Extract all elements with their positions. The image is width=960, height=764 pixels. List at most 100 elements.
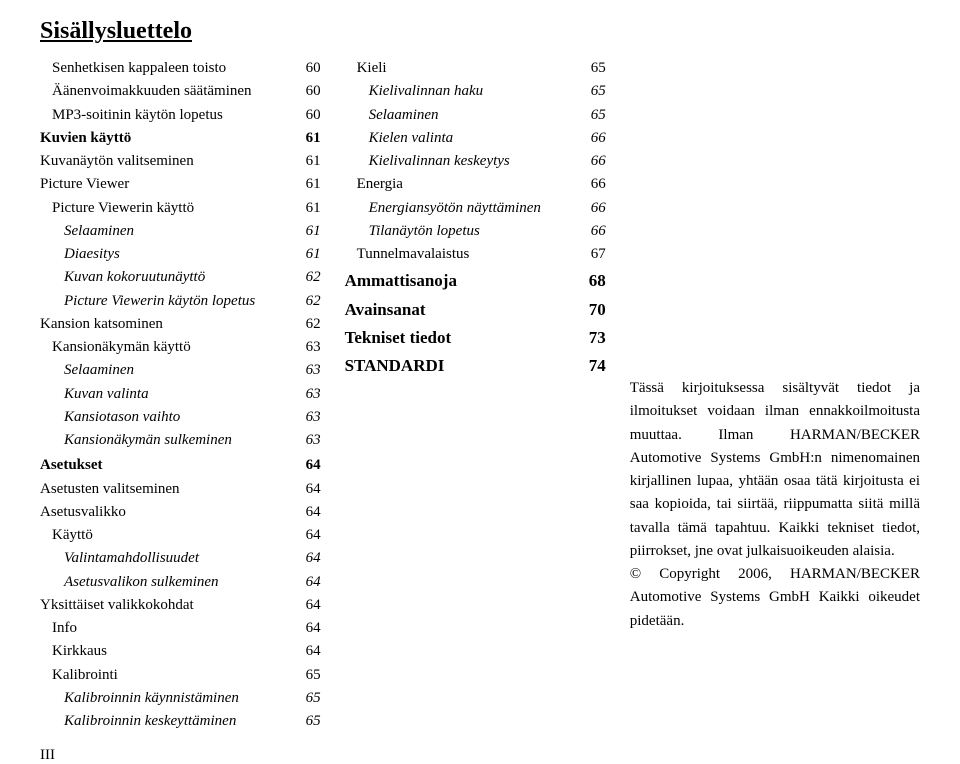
toc-page: 64: [293, 571, 321, 594]
toc-label: Kansion katsominen: [40, 313, 293, 336]
toc-page: 61: [293, 197, 321, 220]
toc-row: Kieli65: [345, 57, 606, 80]
toc-page: 64: [293, 524, 321, 547]
note-paragraph-1: Tässä kirjoituksessa sisältyvät tiedot j…: [630, 377, 920, 563]
toc-row: Kansion katsominen62: [40, 313, 321, 336]
toc-label: Kansionäkymän sulkeminen: [64, 429, 293, 452]
toc-label: Info: [52, 617, 293, 640]
toc-page: 68: [578, 268, 606, 294]
toc-label: Diaesitys: [64, 243, 293, 266]
toc-label: Tekniset tiedot: [345, 325, 578, 351]
toc-row: Kuvien käyttö61: [40, 127, 321, 150]
toc-page: 73: [578, 325, 606, 351]
toc-row: Info64: [40, 617, 321, 640]
toc-label: Selaaminen: [64, 220, 293, 243]
toc-label: Kirkkaus: [52, 640, 293, 663]
toc-page: 61: [293, 173, 321, 196]
toc-page: 66: [578, 220, 606, 243]
toc-col-right: Tässä kirjoituksessa sisältyvät tiedot j…: [630, 57, 920, 733]
toc-page: 66: [578, 127, 606, 150]
toc-page: 65: [578, 57, 606, 80]
toc-page: 61: [293, 220, 321, 243]
toc-row: Kielivalinnan keskeytys66: [345, 150, 606, 173]
toc-row: STANDARDI74: [345, 353, 606, 379]
toc-row: Valintamahdollisuudet64: [40, 547, 321, 570]
toc-page: 70: [578, 297, 606, 323]
toc-col-left: Senhetkisen kappaleen toisto60Äänenvoima…: [40, 57, 321, 733]
toc-row: Kalibroinnin käynnistäminen65: [40, 687, 321, 710]
toc-row: Selaaminen61: [40, 220, 321, 243]
page-number: III: [40, 747, 920, 764]
toc-row: Ammattisanoja68: [345, 268, 606, 294]
toc-label: Picture Viewerin käytön lopetus: [64, 290, 293, 313]
toc-label: Kuvanäytön valitseminen: [40, 150, 293, 173]
toc-page: 64: [293, 594, 321, 617]
toc-row: Kuvanäytön valitseminen61: [40, 150, 321, 173]
toc-page: 60: [293, 57, 321, 80]
toc-row: Energiansyötön näyttäminen66: [345, 197, 606, 220]
toc-label: Kielivalinnan keskeytys: [369, 150, 578, 173]
toc-label: STANDARDI: [345, 353, 578, 379]
toc-label: Senhetkisen kappaleen toisto: [52, 57, 293, 80]
toc-page: 60: [293, 80, 321, 103]
toc-row: Kansionäkymän käyttö63: [40, 336, 321, 359]
toc-page: 60: [293, 104, 321, 127]
toc-label: Kansiotason vaihto: [64, 406, 293, 429]
toc-row: Diaesitys61: [40, 243, 321, 266]
toc-page: 64: [293, 454, 321, 477]
toc-page: 64: [293, 501, 321, 524]
toc-row: Kirkkaus64: [40, 640, 321, 663]
toc-row: Avainsanat70: [345, 297, 606, 323]
toc-row: Asetusvalikko64: [40, 501, 321, 524]
toc-page: 62: [293, 313, 321, 336]
toc-page: 74: [578, 353, 606, 379]
toc-page: 63: [293, 359, 321, 382]
toc-label: Picture Viewer: [40, 173, 293, 196]
toc-row: Tekniset tiedot73: [345, 325, 606, 351]
toc-row: Picture Viewer61: [40, 173, 321, 196]
toc-page: 65: [578, 80, 606, 103]
toc-page: 61: [293, 150, 321, 173]
toc-row: Energia66: [345, 173, 606, 196]
toc-row: Kuvan kokoruutunäyttö62: [40, 266, 321, 289]
page-title: Sisällysluettelo: [40, 18, 920, 45]
toc-page: 62: [293, 266, 321, 289]
toc-label: Asetusvalikko: [40, 501, 293, 524]
toc-label: Valintamahdollisuudet: [64, 547, 293, 570]
toc-page: 63: [293, 336, 321, 359]
toc-row: Picture Viewerin käytön lopetus62: [40, 290, 321, 313]
toc-label: Selaaminen: [64, 359, 293, 382]
toc-row: Yksittäiset valikkokohdat64: [40, 594, 321, 617]
toc-label: Kuvien käyttö: [40, 127, 293, 150]
toc-label: Äänenvoimakkuuden säätäminen: [52, 80, 293, 103]
toc-label: MP3-soitinin käytön lopetus: [52, 104, 293, 127]
toc-col-mid: Kieli65Kielivalinnan haku65Selaaminen65K…: [345, 57, 606, 733]
toc-page: 62: [293, 290, 321, 313]
toc-label: Kalibroinnin keskeyttäminen: [64, 710, 293, 733]
toc-page: 63: [293, 406, 321, 429]
toc-label: Selaaminen: [369, 104, 578, 127]
toc-page: 65: [578, 104, 606, 127]
toc-label: Energiansyötön näyttäminen: [369, 197, 578, 220]
toc-row: Asetusvalikon sulkeminen64: [40, 571, 321, 594]
toc-row: Kuvan valinta63: [40, 383, 321, 406]
toc-label: Asetukset: [40, 454, 293, 477]
toc-label: Asetusvalikon sulkeminen: [64, 571, 293, 594]
toc-label: Picture Viewerin käyttö: [52, 197, 293, 220]
toc-row: Tunnelmavalaistus67: [345, 243, 606, 266]
note-paragraph-2: © Copyright 2006, HARMAN/BECKER Automoti…: [630, 563, 920, 633]
toc-row: Käyttö64: [40, 524, 321, 547]
toc-page: 61: [293, 243, 321, 266]
toc-page: 61: [293, 127, 321, 150]
toc-label: Yksittäiset valikkokohdat: [40, 594, 293, 617]
toc-page: 66: [578, 197, 606, 220]
toc-label: Kuvan kokoruutunäyttö: [64, 266, 293, 289]
toc-row: Kansionäkymän sulkeminen63: [40, 429, 321, 452]
toc-page: 63: [293, 429, 321, 452]
toc-page: 64: [293, 640, 321, 663]
toc-page: 64: [293, 617, 321, 640]
toc-page: 66: [578, 173, 606, 196]
toc-row: Kalibroinnin keskeyttäminen65: [40, 710, 321, 733]
toc-label: Kalibrointi: [52, 664, 293, 687]
toc-page: 66: [578, 150, 606, 173]
